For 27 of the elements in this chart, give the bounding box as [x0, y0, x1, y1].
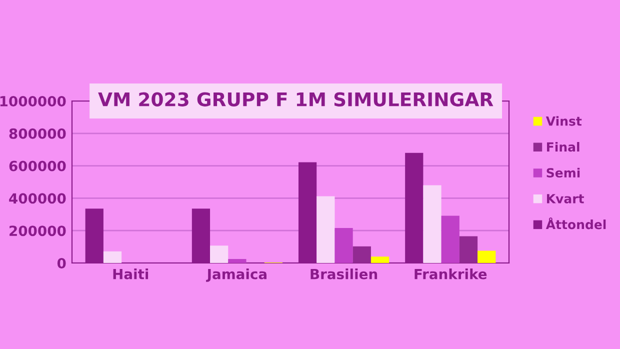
chart-title: VM 2023 GRUPP F 1M SIMULERINGAR [98, 92, 494, 106]
bar [478, 250, 496, 263]
y-tick-label: 800000 [9, 128, 66, 139]
y-tick-label: 400000 [9, 193, 66, 204]
bar [352, 246, 371, 263]
legend-label: Kvart [547, 194, 584, 204]
bar [210, 246, 228, 263]
x-tick-label: Brasilien [310, 268, 378, 280]
bar [441, 216, 460, 263]
bar [103, 251, 122, 263]
bar [228, 258, 246, 263]
legend-label: Åttondel [546, 217, 606, 230]
bar [459, 236, 478, 263]
legend-label: Final [547, 142, 580, 152]
bar [316, 196, 335, 263]
x-tick-label: Frankrike [414, 268, 487, 280]
bar [423, 185, 442, 263]
y-tick-label: 200000 [10, 226, 66, 236]
y-tick-label: 600000 [9, 160, 66, 172]
legend-label: Semi [546, 168, 580, 178]
x-tick-label: Haiti [113, 268, 148, 280]
y-tick-label: 0 [57, 258, 66, 268]
x-tick-label: Jamaica [206, 268, 266, 282]
bar [370, 256, 390, 263]
bar [334, 228, 353, 263]
y-tick-label: 1000000 [0, 96, 66, 106]
legend-label: Vinst [546, 116, 582, 126]
